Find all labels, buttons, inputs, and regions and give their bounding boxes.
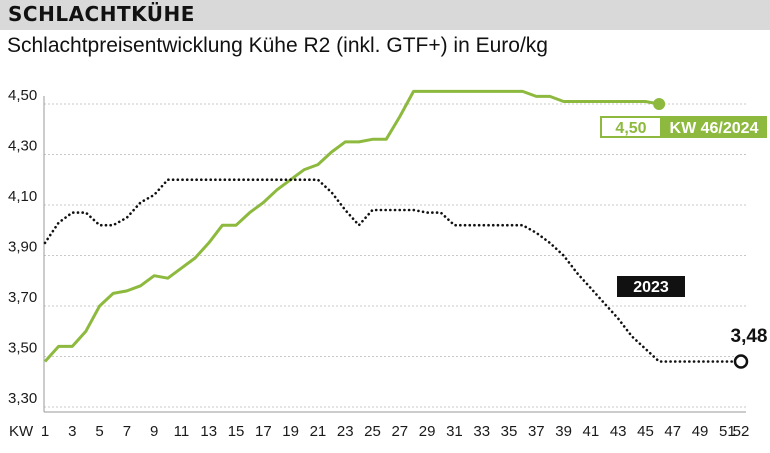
y-tick-label: 3,90 [8,239,37,256]
section-label: SCHLACHTKÜHE [8,2,195,26]
x-tick-label: 3 [68,423,76,440]
x-tick-label: 17 [255,423,272,440]
series-lines [43,89,749,369]
series-label-box-2023 [617,276,685,297]
x-axis-label: KW [9,423,34,440]
x-tick-label: 7 [123,423,131,440]
end-marker-2023 [733,354,749,369]
series-label-2024: KW 46/2024 [670,120,759,137]
y-axis: 3,30 3,50 3,70 3,90 4,10 4,30 4,50 [8,87,45,412]
x-tick-label: 9 [150,423,158,440]
x-tick-label: 39 [555,423,572,440]
x-tick-label: 19 [282,423,299,440]
x-tick-label: 41 [583,423,600,440]
series-line-1 [43,178,743,363]
end-marker-2024 [653,98,666,110]
series-line-0 [43,89,660,363]
value-label-2023: 3,48 [731,326,768,347]
y-tick-label: 3,30 [8,390,37,407]
x-tick-label: 43 [610,423,627,440]
value-label-2024: 4,50 [615,120,646,137]
x-tick-label: 25 [364,423,381,440]
x-tick-label: 47 [664,423,681,440]
x-tick-label: 31 [446,423,463,440]
x-tick-label: 33 [473,423,490,440]
x-tick-label: 13 [200,423,217,440]
x-tick-label: 49 [692,423,709,440]
series-label-2023: 2023 [633,279,669,296]
y-tick-label: 3,70 [8,289,37,306]
x-tick-label: 29 [419,423,436,440]
chart-title: Schlachtpreisentwicklung Kühe R2 (inkl. … [7,34,548,57]
x-tick-label: 52 [733,423,750,440]
x-tick-label: 27 [391,423,408,440]
x-axis: KW 1 3 5 7 9 11 13 15 17 19 21 23 25 27 29 31 33 35 37 39 41 4… [9,411,750,440]
y-tick-label: 4,30 [8,138,37,155]
x-tick-label: 5 [95,423,103,440]
series-label-box-2024 [661,116,767,138]
x-tick-label: 11 [174,423,190,440]
x-tick-label: 23 [337,423,354,440]
x-tick-label: 37 [528,423,545,440]
x-tick-label: 15 [228,423,245,440]
x-tick-label: 1 [41,423,49,440]
x-tick-label: 35 [501,423,518,440]
header-bar: SCHLACHTKÜHE [0,0,770,30]
x-tick-label: 51 [719,423,736,440]
x-tick-label: 21 [310,423,327,440]
y-tick-label: 4,10 [8,188,37,205]
y-tick-label: 3,50 [8,340,37,357]
gridlines [44,103,746,408]
series-labels: 4,50 KW 46/2024 2023 3,48 [600,116,768,347]
y-tick-label: 4,50 [8,87,37,104]
x-tick-label: 45 [637,423,654,440]
